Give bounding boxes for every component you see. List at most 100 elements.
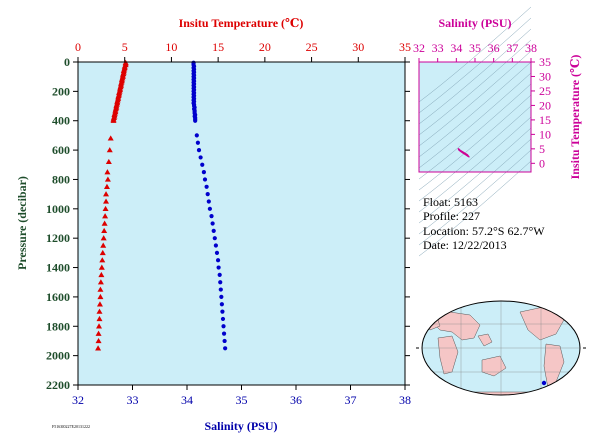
ts-salinity-tick-label: 32	[413, 41, 425, 55]
pressure-tick-label: 1800	[46, 319, 70, 333]
temperature-point	[96, 301, 103, 307]
salinity-point	[194, 133, 199, 138]
salinity-tick-label: 34	[181, 393, 193, 407]
temperature-point	[103, 198, 110, 204]
pressure-tick-label: 1600	[46, 290, 70, 304]
temperature-point	[100, 242, 107, 248]
salinity-point	[206, 199, 211, 204]
ts-temperature-tick-label: 15	[539, 113, 551, 127]
temperature-point	[96, 308, 103, 314]
ts-temperature-tick-label: 20	[539, 98, 551, 112]
temperature-point	[103, 183, 110, 189]
date-text: Date: 12/22/2013	[423, 238, 507, 252]
temperature-point	[98, 271, 105, 278]
ts-temperature-tick-label: 25	[539, 84, 551, 98]
salinity-point	[218, 287, 223, 292]
salinity-point	[207, 206, 212, 211]
pressure-tick-label: 600	[52, 143, 70, 157]
temperature-point	[97, 293, 104, 300]
pressure-tick-label: 1400	[46, 261, 70, 275]
ts-plot-frame	[418, 61, 532, 173]
world-map	[416, 300, 586, 396]
density-contour-line	[418, 149, 532, 246]
temperature-point	[95, 337, 102, 344]
temperature-point	[104, 169, 111, 175]
salinity-point	[202, 177, 208, 182]
density-contour-line	[418, 138, 532, 235]
salinity-tick-label: 38	[399, 393, 411, 407]
salinity-tick-label: 35	[236, 393, 248, 407]
ts-salinity-tick-label: 35	[469, 41, 481, 55]
pressure-axis-title: Pressure (decibar)	[15, 176, 29, 270]
ts-salinity-tick-label: 36	[488, 41, 500, 55]
ts-salinity-tick-label: 37	[506, 41, 518, 55]
temperature-point	[99, 257, 106, 263]
map-outline	[421, 300, 581, 396]
ts-curve	[457, 147, 470, 158]
salinity-tick-label: 36	[290, 393, 302, 407]
pressure-tick-label: 2000	[46, 349, 70, 363]
continent-asia	[427, 311, 481, 341]
ts-temperature-tick-label: 30	[539, 69, 551, 83]
ts-marks	[457, 147, 470, 158]
ts-temperature-tick-label: 5	[539, 142, 545, 156]
density-contour-line	[418, 105, 532, 202]
temperature-tick-label: 20	[259, 40, 271, 54]
temperature-point	[98, 264, 105, 270]
pressure-tick-label: 2200	[46, 378, 70, 392]
footer-code: F5163I0227E20131222	[52, 424, 90, 429]
location-text: Location: 57.2°S 62.7°W	[423, 224, 545, 238]
temperature-point	[103, 191, 110, 197]
salinity-point	[214, 250, 220, 255]
ts-temperature-title: Insitu Temperature (℃)	[568, 55, 582, 180]
salinity-point	[196, 147, 202, 153]
pressure-tick-label: 0	[64, 55, 70, 69]
continent-south-america	[543, 343, 565, 389]
temperature-tick-label: 0	[75, 40, 81, 54]
salinity-point	[219, 302, 224, 307]
temperature-point	[106, 147, 113, 153]
temperature-point	[101, 220, 108, 226]
temperature-point	[105, 158, 112, 165]
temperature-tick-label: 25	[306, 40, 318, 54]
profile-axes: 0200400600800100012001400160018002000220…	[46, 40, 411, 407]
salinity-tick-label: 33	[127, 393, 139, 407]
salinity-point	[212, 236, 217, 241]
temperature-point	[99, 249, 106, 256]
salinity-point	[220, 316, 226, 322]
temperature-point	[107, 135, 114, 141]
temperature-point	[97, 279, 104, 285]
temperature-axis-title: Insitu Temperature (℃)	[179, 16, 304, 30]
salinity-point	[223, 346, 228, 351]
salinity-point	[215, 258, 221, 263]
salinity-point	[205, 192, 210, 197]
salinity-point	[221, 331, 227, 336]
salinity-point	[210, 221, 215, 226]
density-contour-line	[418, 17, 532, 114]
density-contour-line	[418, 39, 532, 136]
profile-plot-frame	[77, 61, 406, 386]
ts-salinity-tick-label: 38	[525, 41, 537, 55]
salinity-point	[216, 265, 221, 270]
salinity-point	[222, 338, 227, 344]
salinity-tick-label: 32	[72, 393, 84, 407]
pressure-tick-label: 400	[52, 114, 70, 128]
continent-antarctica	[423, 391, 580, 395]
salinity-point	[219, 294, 224, 300]
temperature-point	[101, 227, 108, 234]
pressure-tick-label: 1200	[46, 231, 70, 245]
profile-marks	[95, 59, 228, 351]
profile-plot-background	[78, 62, 405, 385]
salinity-point	[218, 280, 223, 285]
density-contours	[418, 6, 532, 257]
temperature-tick-label: 30	[352, 40, 364, 54]
salinity-point	[213, 243, 218, 248]
temperature-tick-label: 10	[165, 40, 177, 54]
salinity-point	[193, 118, 198, 123]
ts-temperature-tick-label: 35	[539, 55, 551, 69]
temperature-point	[96, 315, 103, 322]
salinity-point	[195, 140, 200, 145]
ts-salinity-tick-label: 34	[450, 41, 462, 55]
pressure-tick-label: 800	[52, 172, 70, 186]
